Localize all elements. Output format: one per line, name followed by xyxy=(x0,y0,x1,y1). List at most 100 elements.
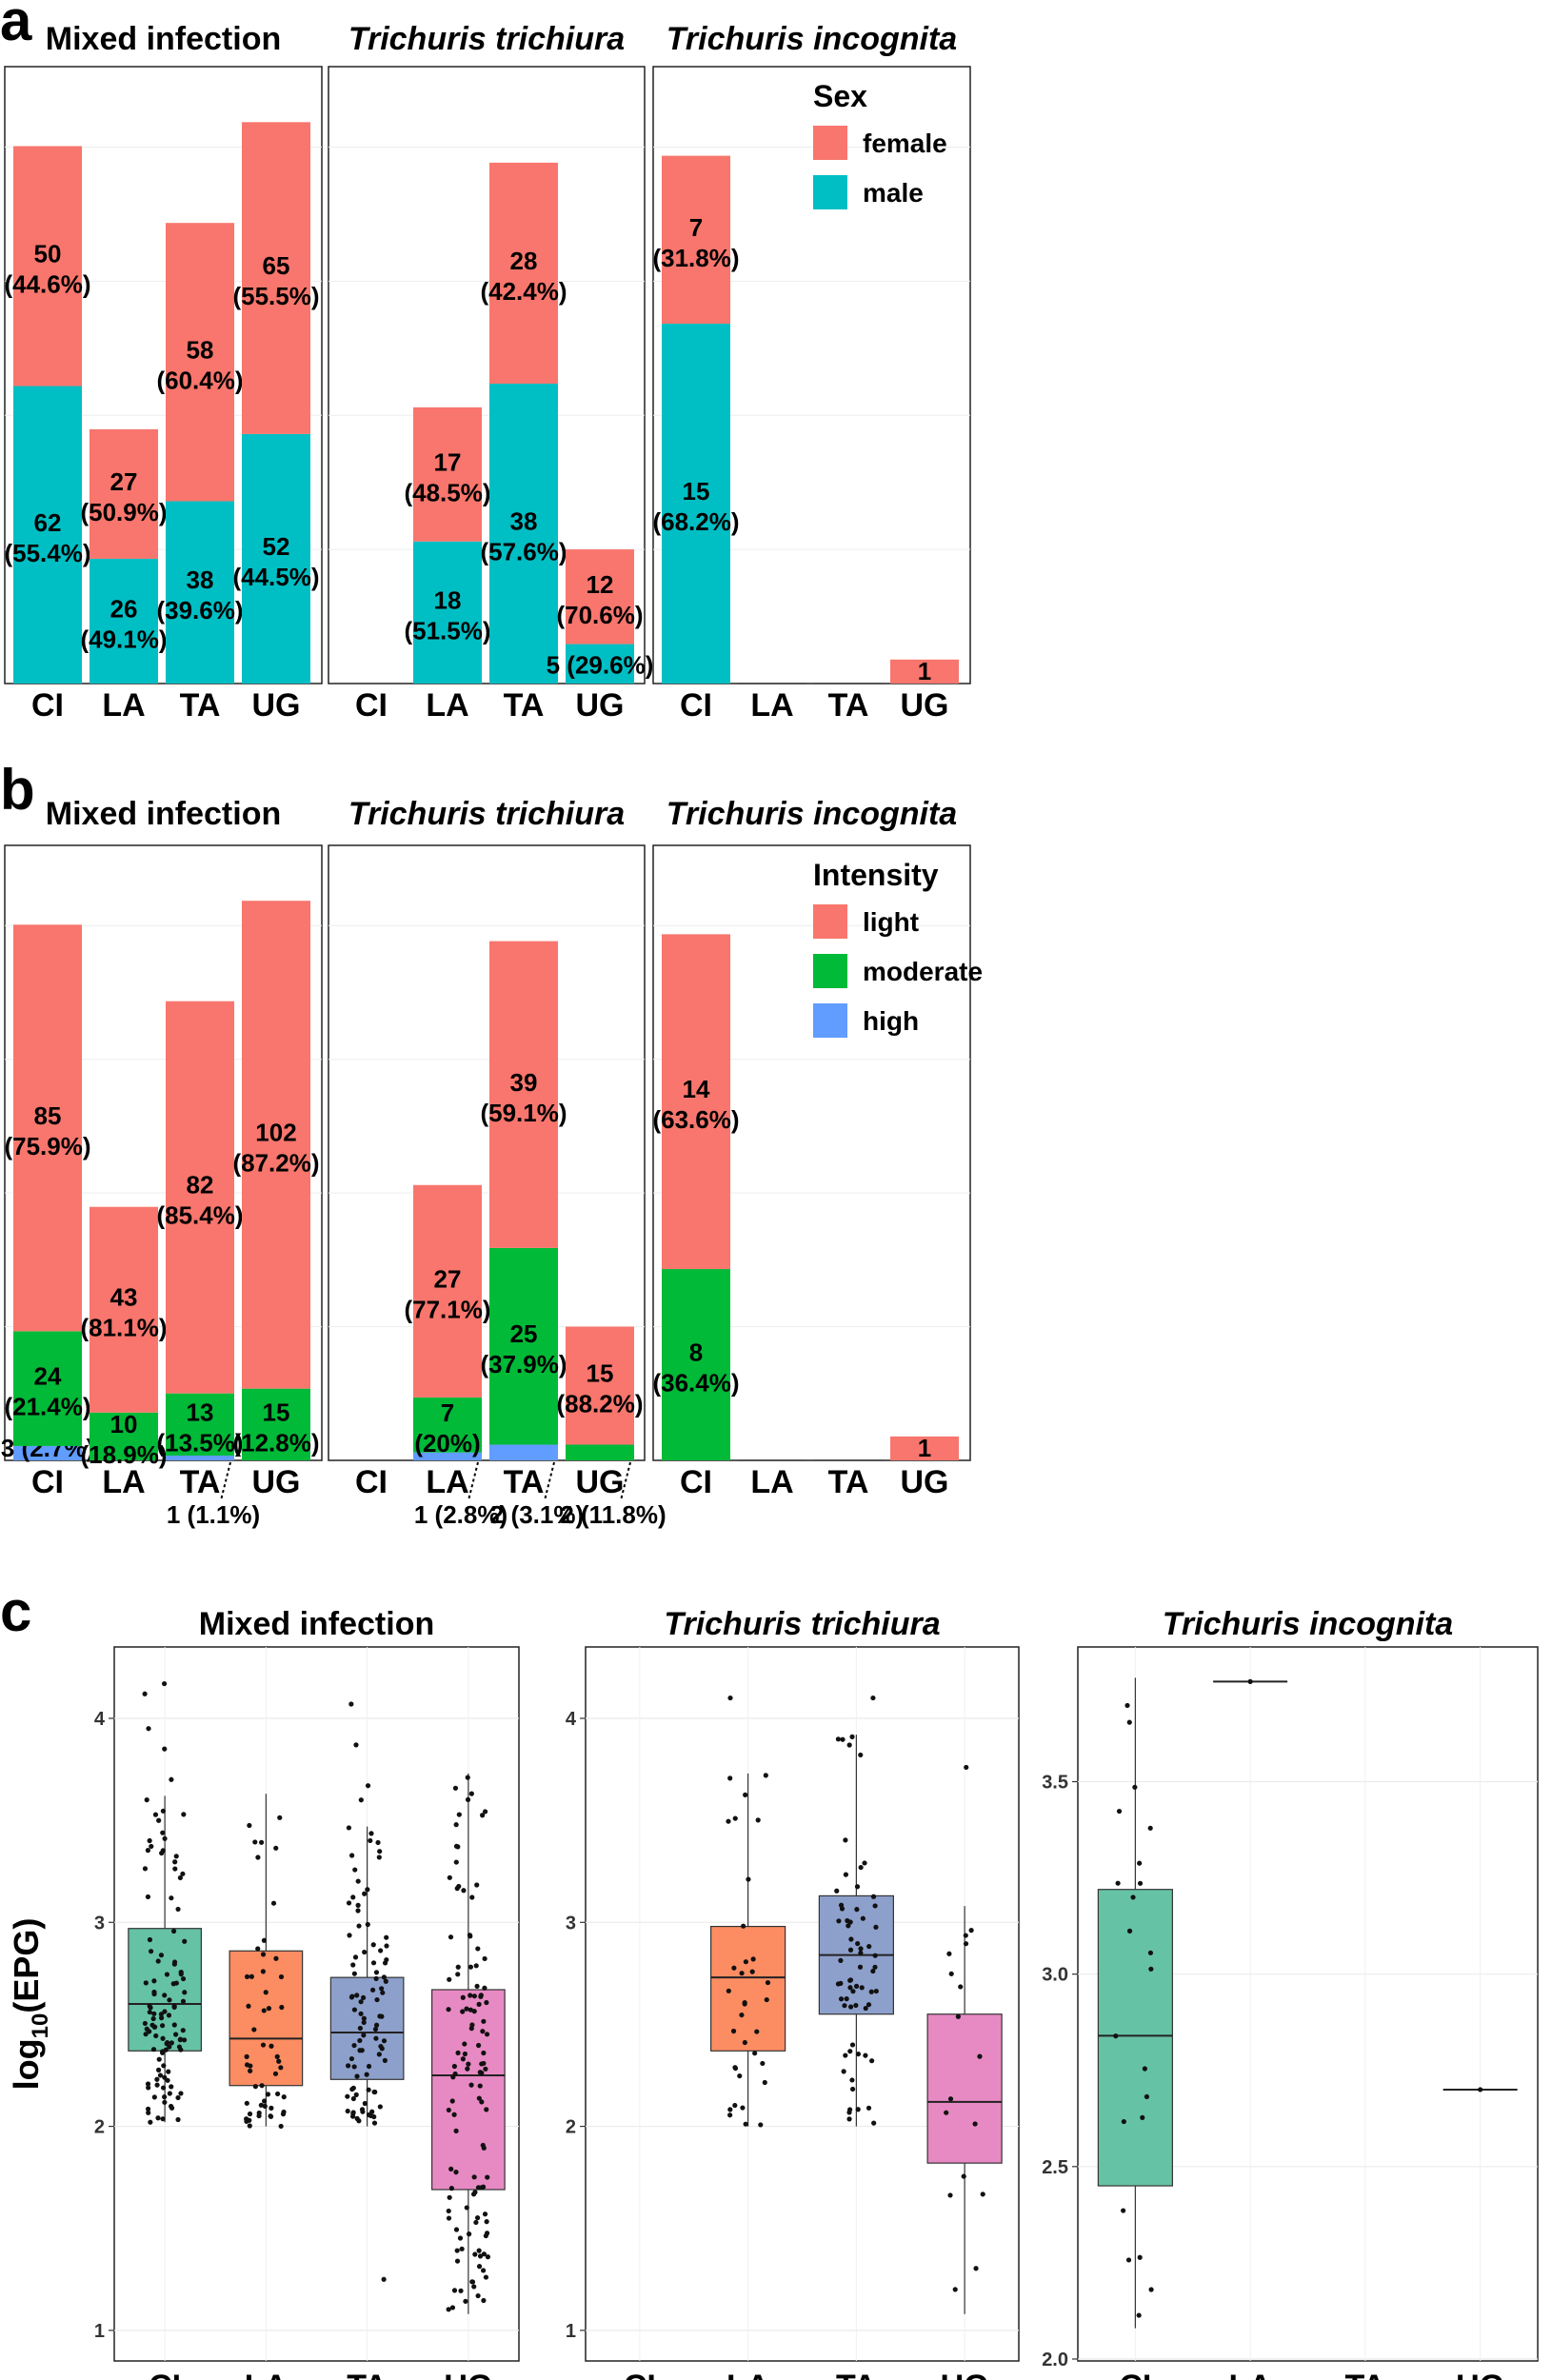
data-label-male-la: (51.5%) xyxy=(404,616,490,645)
data-label-moderate-la: (18.9%) xyxy=(80,1440,167,1469)
data-point-la xyxy=(247,2111,253,2117)
data-point-ci xyxy=(1116,1808,1123,1815)
data-point-ta xyxy=(869,2058,875,2064)
data-label-male-ci: 62 xyxy=(34,508,62,537)
data-point-la xyxy=(727,2107,733,2112)
data-point-ta xyxy=(863,2053,868,2058)
data-point-ug xyxy=(482,1809,488,1815)
bar-female-ta xyxy=(166,223,234,502)
data-point-ci xyxy=(146,1726,151,1732)
data-label-moderate-ci: 8 xyxy=(689,1339,703,1367)
data-label-light-ug: 15 xyxy=(587,1359,614,1388)
data-point-ug xyxy=(448,2166,454,2172)
data-point-ta xyxy=(838,1980,844,1986)
facet-trichuris-incognita: 2.0 2.5 3.0 3.5 Trichuris incognita CI LA TA UG xyxy=(1042,1606,1539,2380)
data-point-ta xyxy=(849,1734,855,1739)
data-point-ug xyxy=(469,2022,475,2028)
data-point-ta xyxy=(373,2022,380,2028)
x-tick-ci: CI xyxy=(149,2369,181,2380)
data-point-ci xyxy=(1132,1784,1138,1790)
data-point-ug xyxy=(465,1796,471,1802)
data-label-female-ta: (42.4%) xyxy=(480,277,567,306)
data-label-light-ta: 39 xyxy=(510,1068,538,1097)
data-point-ug xyxy=(475,2042,482,2049)
data-point-ta xyxy=(358,1797,364,1803)
data-label-female-ci: 50 xyxy=(34,240,62,268)
bar-high-ci xyxy=(13,1445,82,1460)
data-label-female-ug: 1 xyxy=(918,657,931,685)
data-point-la xyxy=(742,2000,747,2006)
data-label-light-ug: (88.2%) xyxy=(556,1390,643,1418)
data-point-ci xyxy=(176,2044,183,2050)
data-point-ug xyxy=(459,2246,465,2251)
data-label-male-la: (49.1%) xyxy=(80,625,167,653)
x-tick-ci: CI xyxy=(680,1464,712,1500)
data-label-male-ci: (68.2%) xyxy=(652,507,739,536)
data-point-ta xyxy=(873,1988,879,1994)
data-point-ta xyxy=(353,2092,359,2097)
data-label-male-la: 26 xyxy=(110,594,138,623)
data-point-ta xyxy=(347,1933,352,1938)
data-point-ta xyxy=(870,1968,876,1974)
data-point-la xyxy=(737,2073,743,2079)
data-point-ug xyxy=(460,2056,466,2062)
data-point-ug xyxy=(450,2074,456,2080)
data-point-ug xyxy=(446,2307,451,2312)
data-point-ug xyxy=(482,1955,487,1962)
data-point-ug xyxy=(482,2211,488,2217)
data-point-ug xyxy=(453,2170,459,2175)
data-point-ci xyxy=(152,1812,159,1817)
data-point-ta xyxy=(384,1956,389,1963)
data-point-ci xyxy=(158,2015,165,2021)
data-point-ci xyxy=(145,1894,151,1900)
data-point-ta xyxy=(373,1970,380,1975)
data-point-ug xyxy=(973,2266,979,2271)
data-label-female-ug: 65 xyxy=(263,251,290,280)
data-point-ci xyxy=(175,2094,181,2101)
data-point-la xyxy=(726,1818,731,1824)
data-point-ci xyxy=(142,1866,149,1872)
data-point-ta xyxy=(382,2057,388,2063)
panel-letter-b: b xyxy=(0,758,35,822)
data-point-ta xyxy=(345,2108,350,2114)
data-point-ta xyxy=(844,1996,849,2002)
data-label-light-la: (81.1%) xyxy=(80,1314,167,1342)
data-point-la xyxy=(268,2113,273,2119)
data-point-ta xyxy=(842,2003,847,2009)
data-point-la xyxy=(244,1973,250,1979)
data-point-la xyxy=(266,2006,272,2012)
data-point-ta xyxy=(843,1872,848,1877)
data-point-ug xyxy=(472,2251,478,2257)
data-point-ug xyxy=(446,2215,452,2221)
data-point-ci xyxy=(160,1808,166,1814)
data-point-ta xyxy=(847,1947,854,1953)
bar-male-ug xyxy=(566,644,634,684)
bar-high-la xyxy=(413,1452,482,1460)
data-point-ug xyxy=(972,2121,978,2127)
data-point-ug xyxy=(464,2205,469,2211)
data-point-ta xyxy=(847,1977,854,1983)
data-point-ug xyxy=(446,2208,451,2214)
data-point-ta xyxy=(366,2087,371,2092)
data-point-ug xyxy=(466,2061,471,2067)
data-point-ug xyxy=(447,2194,452,2200)
data-point-la xyxy=(246,2003,251,2009)
legend-swatch-light xyxy=(813,904,847,939)
data-point-la xyxy=(732,2065,738,2071)
data-point-ug xyxy=(455,2050,461,2055)
bar-male-ta xyxy=(166,501,234,684)
data-point-ta xyxy=(384,1934,389,1940)
x-tick-ci: CI xyxy=(680,687,712,724)
data-point-ug xyxy=(449,2098,455,2104)
data-point-ci xyxy=(181,2037,188,2043)
y-tick-label: 1 xyxy=(94,2321,105,2342)
data-point-ug xyxy=(451,2063,457,2070)
data-point-ci xyxy=(162,1993,168,1998)
data-point-ci xyxy=(182,1990,188,1995)
data-point-ta xyxy=(836,1918,842,1924)
data-point-ug xyxy=(467,2231,472,2237)
data-point-la xyxy=(742,2039,747,2046)
data-point-ug xyxy=(473,1963,479,1969)
legend-swatch-high xyxy=(813,1003,847,1038)
data-point-ta xyxy=(858,1950,864,1955)
